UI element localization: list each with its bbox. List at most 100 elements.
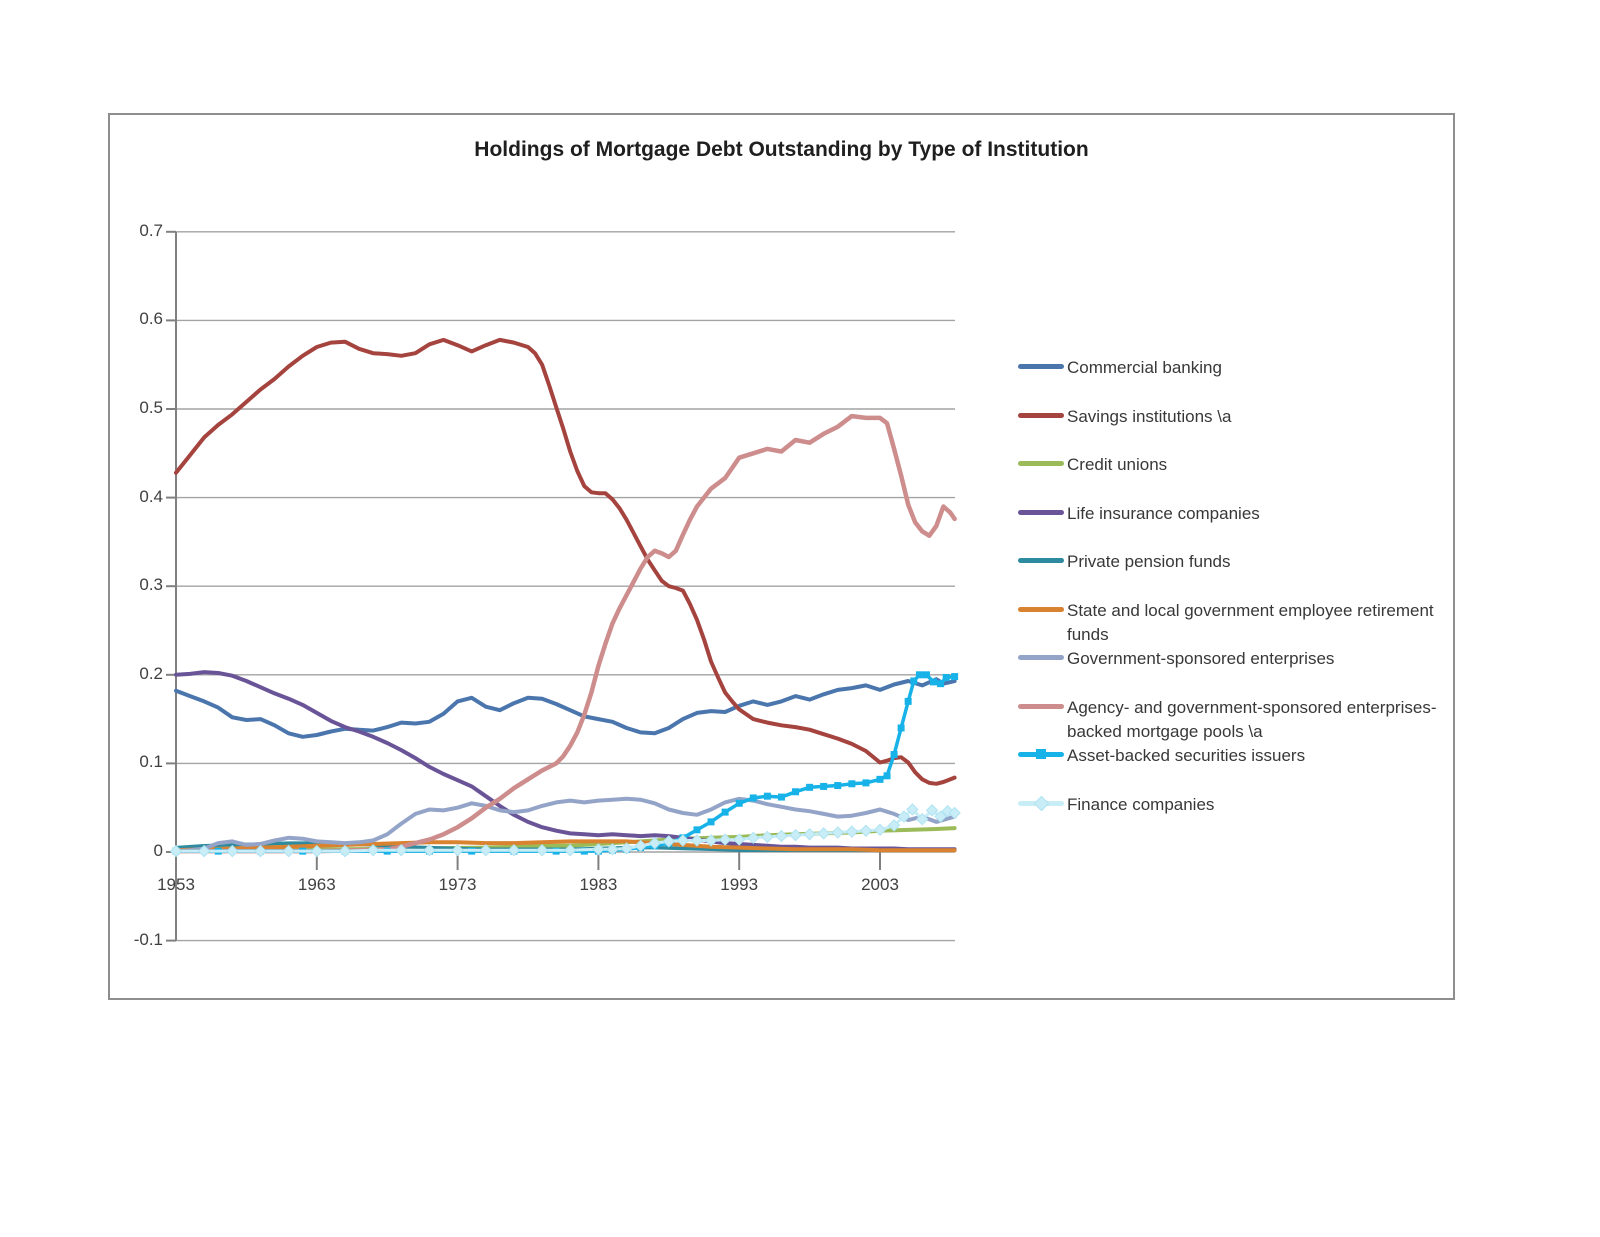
series-marker-finance — [662, 835, 676, 848]
series-marker-abs — [735, 799, 743, 807]
series-marker-finance — [732, 833, 746, 846]
y-axis-label: 0 — [153, 841, 163, 860]
legend-item-credit: Credit unions — [1018, 453, 1458, 477]
series-line-commercial — [174, 677, 957, 739]
legend-label-life: Life insurance companies — [1067, 503, 1260, 523]
legend-label-savings: Savings institutions \a — [1067, 406, 1232, 426]
y-axis-label: 0.3 — [139, 575, 163, 595]
series-marker-finance — [169, 844, 183, 858]
series-marker-abs — [848, 780, 856, 788]
legend-label-finance: Finance companies — [1067, 794, 1215, 814]
series-marker-abs — [763, 792, 771, 800]
series-marker-finance — [648, 836, 661, 850]
y-axis-label: -0.1 — [133, 929, 163, 949]
y-axis-label: 0.2 — [139, 663, 163, 683]
series-marker-finance — [338, 844, 352, 858]
legend-marker-square — [1036, 749, 1046, 759]
series-marker-finance — [676, 834, 690, 847]
legend-swatch-gse — [1018, 655, 1064, 660]
x-axis-label: 1993 — [720, 875, 759, 894]
series-marker-finance — [634, 839, 647, 853]
legend-label-pension: Private pension funds — [1067, 552, 1231, 571]
x-axis-label: 1973 — [438, 875, 477, 894]
series-marker-finance — [761, 830, 774, 844]
legend-item-pension: Private pension funds — [1018, 550, 1458, 574]
series-marker-finance — [197, 844, 211, 858]
series-marker-abs — [707, 818, 715, 826]
legend-marker-diamond — [1033, 795, 1050, 811]
legend-swatch-commercial — [1018, 364, 1064, 369]
series-marker-finance — [366, 844, 380, 857]
series-marker-abs — [876, 775, 884, 783]
series-marker-abs — [792, 788, 800, 796]
series-marker-finance — [254, 844, 267, 858]
legend-item-gse: Government-sponsored enterprises — [1018, 647, 1458, 671]
series-marker-finance — [887, 819, 901, 832]
series-marker-finance — [704, 834, 718, 847]
x-axis-label: 2003 — [861, 875, 899, 894]
y-axis-label: 0.5 — [139, 398, 163, 417]
legend-label-gse: Government-sponsored enterprises — [1067, 649, 1335, 668]
series-line-life — [174, 670, 957, 852]
series-marker-finance — [690, 834, 704, 847]
legend-label-abs: Asset-backed securities issuers — [1067, 746, 1306, 765]
series-marker-finance — [906, 803, 919, 816]
chart-title: Holdings of Mortgage Debt Outstanding by… — [474, 138, 1089, 161]
series-marker-finance — [775, 829, 788, 843]
series-marker-abs — [820, 782, 828, 790]
series-marker-finance — [803, 828, 816, 841]
series-marker-finance — [916, 813, 929, 826]
series-marker-finance — [934, 810, 947, 823]
series-line-gse — [174, 796, 957, 854]
legend-swatch-pools — [1018, 703, 1064, 709]
series-line-state_local — [174, 839, 957, 853]
series-marker-finance — [310, 844, 324, 858]
series-marker-abs — [910, 677, 918, 685]
series-marker-abs — [693, 826, 701, 834]
legend-label-pools: Agency- and government-sponsored enterpr… — [1067, 697, 1437, 741]
series-marker-abs — [930, 678, 938, 686]
series-marker-abs — [721, 808, 729, 816]
series-marker-finance — [479, 844, 492, 857]
legend-item-life: Life insurance companies — [1018, 502, 1458, 526]
series-marker-finance — [395, 844, 408, 857]
series-marker-finance — [831, 826, 844, 839]
series-marker-abs — [890, 751, 898, 759]
series-marker-abs — [862, 779, 870, 787]
legend-swatch-state_local — [1018, 606, 1064, 612]
series-marker-finance — [451, 844, 464, 857]
series-marker-abs — [777, 793, 785, 801]
series-line-pools — [173, 413, 957, 854]
series-marker-finance — [564, 844, 577, 857]
series-marker-abs — [806, 783, 814, 791]
x-axis-label: 1983 — [579, 875, 618, 894]
legend-item-savings: Savings institutions \a — [1018, 405, 1458, 429]
x-axis-label: 1953 — [157, 875, 195, 894]
legend-swatch-savings — [1018, 412, 1064, 418]
series-marker-finance — [897, 810, 911, 823]
series-marker-finance — [282, 844, 295, 858]
series-marker-finance — [925, 804, 939, 817]
series-marker-abs — [904, 697, 912, 705]
legend-label-credit: Credit unions — [1067, 455, 1168, 474]
series-marker-abs — [922, 671, 930, 679]
series-marker-finance — [859, 824, 873, 837]
series-marker-finance — [423, 844, 436, 857]
series-marker-finance — [873, 823, 887, 837]
series-marker-finance — [507, 844, 521, 857]
series-marker-finance — [789, 828, 802, 842]
series-marker-abs — [749, 794, 757, 802]
series-marker-finance — [747, 831, 760, 845]
series-marker-finance — [620, 842, 633, 855]
y-axis-label: 0.6 — [139, 309, 163, 329]
series-marker-abs — [951, 673, 959, 681]
series-marker-finance — [845, 825, 859, 838]
legend-swatch-life — [1018, 509, 1064, 515]
legend-item-pools: Agency- and government-sponsored enterpr… — [1018, 696, 1458, 744]
series-marker-abs — [883, 772, 891, 780]
legend-item-commercial: Commercial banking — [1018, 356, 1458, 380]
legend-swatch-credit — [1018, 461, 1064, 466]
series-marker-abs — [897, 724, 905, 732]
legend-swatch-pension — [1018, 558, 1064, 563]
series-marker-finance — [592, 843, 605, 856]
